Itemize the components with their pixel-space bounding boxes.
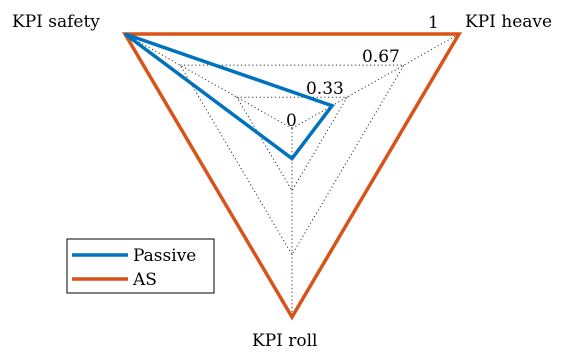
- series-as-polygon: [121, 32, 463, 321]
- axis-label-safety: KPI safety: [12, 12, 100, 32]
- legend-label-passive: Passive: [133, 246, 196, 266]
- grid-spoke-0: [124, 33, 293, 129]
- legend-label-as: AS: [132, 270, 157, 290]
- series-passive-polygon: [123, 32, 335, 161]
- axis-label-heave: KPI heave: [465, 12, 552, 32]
- tick-label-0: 0: [286, 111, 297, 131]
- legend: Passive AS: [66, 238, 215, 294]
- tick-label-067: 0.67: [362, 47, 400, 67]
- tick-label-033: 0.33: [306, 79, 344, 99]
- axis-label-roll: KPI roll: [252, 331, 318, 351]
- legend-box: [66, 238, 215, 294]
- grid-ring-1: [236, 96, 348, 192]
- series-layer: [121, 32, 463, 321]
- grid-spoke-1: [291, 33, 460, 129]
- tick-label-1: 1: [428, 13, 439, 33]
